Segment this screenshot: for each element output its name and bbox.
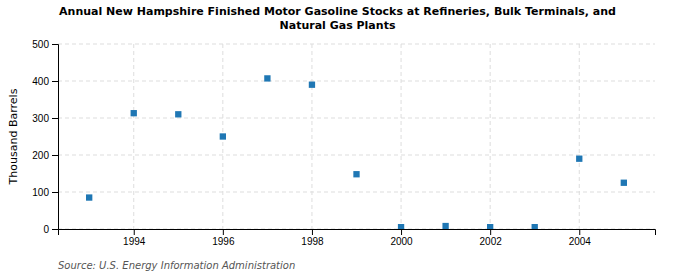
y-tick-label: 200 <box>32 150 49 161</box>
grid <box>58 44 655 229</box>
x-tick-mark <box>401 229 402 235</box>
point <box>131 110 137 116</box>
x-tick: 1996 <box>212 229 235 247</box>
plot: 1994 1996 1998 2000 2002 2004 0 100 200 300 400 500 <box>32 39 655 247</box>
x-tick: 2002 <box>480 229 503 247</box>
y-tick: 400 <box>32 76 58 87</box>
y-tick: 300 <box>32 113 58 124</box>
x-tick: 2000 <box>390 229 413 247</box>
y-grid-line <box>58 118 655 119</box>
x-tick: 1998 <box>301 229 324 247</box>
point <box>309 82 315 88</box>
x-grid-line <box>579 44 580 229</box>
y-tick: 100 <box>32 187 58 198</box>
y-tick-label: 500 <box>32 39 49 50</box>
x-tick-mark <box>579 229 580 235</box>
x-grid-line <box>133 44 134 229</box>
y-grid-line <box>58 192 655 193</box>
y-tick-label: 100 <box>32 187 49 198</box>
x-tick-mark <box>312 229 313 235</box>
x-tick-mark <box>490 229 491 235</box>
y-tick-mark <box>52 155 58 156</box>
point <box>220 133 226 139</box>
point <box>487 224 493 229</box>
point <box>576 156 582 162</box>
point <box>353 171 359 177</box>
chart: Annual New Hampshire Finished Motor Gaso… <box>0 0 675 275</box>
point <box>621 180 627 186</box>
x-tick-mark <box>134 229 135 235</box>
x-grid-line <box>401 44 402 229</box>
x-tick-label: 1996 <box>212 236 235 247</box>
y-tick-label: 300 <box>32 113 49 124</box>
y-grid-line <box>58 81 655 82</box>
y-tick-mark <box>52 118 58 119</box>
x-axis-line <box>59 230 656 236</box>
x-tick-label: 1998 <box>301 236 324 247</box>
y-tick: 200 <box>32 150 58 161</box>
y-axis-label: Thousand Barrels <box>7 88 20 185</box>
point <box>398 224 404 229</box>
title-line: Natural Gas Plants <box>280 19 396 32</box>
point <box>442 223 448 229</box>
point <box>86 194 92 200</box>
y-tick-mark <box>52 192 58 193</box>
x-tick: 2004 <box>569 229 592 247</box>
point <box>264 75 270 81</box>
x-tick-label: 2004 <box>569 236 592 247</box>
point <box>532 224 538 229</box>
x-tick-label: 2002 <box>480 236 503 247</box>
y-tick-label: 0 <box>43 224 49 235</box>
y-tick: 0 <box>43 224 58 235</box>
x-tick-label: 2000 <box>390 236 413 247</box>
x-grid-line <box>490 44 491 229</box>
y-axis-line <box>52 45 59 230</box>
x-axis: 1994 1996 1998 2000 2002 2004 <box>59 229 656 247</box>
points <box>86 75 627 229</box>
point <box>175 111 181 117</box>
title-line: Annual New Hampshire Finished Motor Gaso… <box>59 5 616 18</box>
y-grid-line <box>58 155 655 156</box>
y-tick-label: 400 <box>32 76 49 87</box>
x-grid-line <box>311 44 312 229</box>
y-tick-mark <box>52 81 58 82</box>
y-tick-mark <box>52 44 58 45</box>
x-tick-mark <box>223 229 224 235</box>
title: Annual New Hampshire Finished Motor Gaso… <box>59 5 616 32</box>
x-tick: 1994 <box>123 229 146 247</box>
y-tick: 500 <box>32 39 58 50</box>
y-grid-line <box>58 44 655 45</box>
y-axis: 0 100 200 300 400 500 <box>32 39 58 235</box>
x-tick-label: 1994 <box>123 236 146 247</box>
y-tick-mark <box>52 229 58 230</box>
source: Source: U.S. Energy Information Administ… <box>58 260 295 271</box>
